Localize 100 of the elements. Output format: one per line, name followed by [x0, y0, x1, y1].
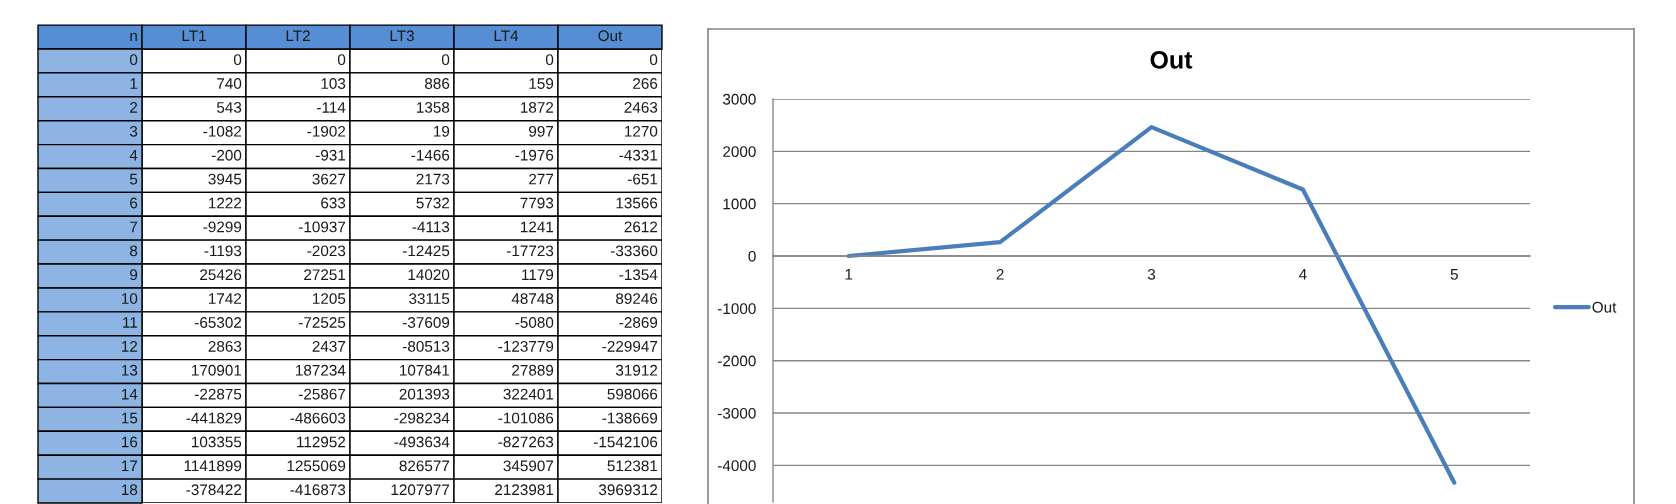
data-label: 1205 [313, 293, 346, 304]
data-label: 89246 [616, 293, 658, 304]
data-label: -138669 [602, 412, 658, 424]
data-label: 14020 [408, 269, 450, 281]
data-label: -4331 [619, 149, 658, 161]
data-label: 740 [217, 78, 242, 89]
data-label: -114 [317, 102, 346, 113]
x-tick-label: 3 [1147, 268, 1156, 280]
data-label: -378422 [186, 484, 242, 496]
data-label: 3627 [312, 173, 346, 185]
data-label: 13566 [616, 197, 658, 209]
data-label: 345907 [503, 460, 554, 472]
data-label: -1976 [515, 149, 554, 161]
data-label: 0 [649, 54, 658, 66]
data-label: 2612 [624, 221, 658, 233]
data-label: -1193 [204, 245, 242, 257]
data-label: 0 [233, 54, 242, 66]
x-tick-label: Out [598, 30, 623, 42]
y-tick-label: 2000 [723, 146, 756, 158]
data-label: -827263 [498, 436, 554, 448]
data-label: 0 [337, 54, 346, 66]
data-label: 33115 [409, 293, 450, 304]
data-label: 2123981 [495, 484, 554, 496]
data-label: -37609 [402, 317, 450, 328]
data-label: 1222 [209, 197, 242, 209]
y-tick-label: 18 [122, 484, 138, 496]
data-label: 633 [321, 197, 346, 209]
data-label: 1179 [522, 269, 554, 281]
data-label: 159 [529, 78, 554, 89]
y-tick-label: -2000 [717, 355, 756, 367]
y-tick-label: -4000 [717, 460, 756, 472]
data-label: 103 [321, 78, 346, 89]
data-label: 1742 [209, 293, 242, 304]
data-label: 826577 [399, 460, 450, 472]
data-label: -229947 [602, 340, 658, 352]
y-tick-label: 10 [122, 293, 138, 304]
data-label: -298234 [394, 412, 450, 424]
x-tick-label: LT3 [390, 30, 414, 42]
y-tick-label: 7 [130, 221, 138, 233]
data-label: 598066 [607, 388, 658, 400]
x-tick-label: 1 [845, 269, 853, 280]
data-label: -9299 [203, 221, 242, 233]
data-label: -33360 [610, 245, 658, 257]
data-label: -5080 [515, 317, 554, 328]
data-label: 0 [545, 54, 554, 66]
data-label: 1270 [625, 125, 658, 137]
y-tick-label: 13 [122, 364, 138, 376]
data-label: 2463 [624, 102, 658, 113]
data-label: -72525 [298, 317, 346, 328]
data-label: 1872 [521, 102, 554, 113]
data-label: -1082 [203, 125, 242, 137]
data-label: -441829 [186, 412, 242, 424]
data-label: -25867 [298, 388, 346, 400]
y-tick-label: 0 [129, 54, 138, 66]
y-tick-label: 1 [130, 78, 138, 89]
y-tick-label: 8 [130, 245, 138, 257]
data-label: 5732 [416, 197, 450, 209]
data-label: -22875 [194, 388, 242, 400]
legend-label: Out [1592, 301, 1617, 313]
data-label: -4113 [412, 221, 450, 233]
y-tick-label: 6 [130, 197, 138, 209]
data-label: 7793 [520, 197, 554, 209]
data-label: 48748 [511, 293, 554, 304]
data-label: -17723 [506, 245, 554, 257]
data-label: 886 [425, 78, 450, 89]
y-tick-label: 14 [122, 388, 138, 400]
y-tick-label: -3000 [717, 407, 756, 419]
data-label: -1542106 [593, 436, 658, 448]
data-label: 266 [633, 78, 658, 89]
y-tick-label: 5 [129, 173, 138, 185]
data-label: -2869 [619, 317, 658, 328]
data-label: -101086 [498, 412, 554, 424]
data-label: -123779 [498, 340, 554, 352]
x-tick-label: 4 [1299, 269, 1307, 280]
y-tick-label: 0 [748, 250, 756, 262]
data-label: 2173 [416, 173, 450, 185]
data-label: 1358 [417, 102, 450, 113]
data-label: -1902 [307, 125, 346, 137]
data-label: -1354 [619, 269, 658, 281]
y-axis-title: n [130, 32, 137, 41]
data-label: -493634 [394, 436, 450, 448]
data-label: 27889 [512, 364, 554, 376]
data-label: -80513 [402, 340, 450, 352]
y-tick-label: 17 [122, 460, 138, 472]
data-label: 543 [216, 102, 242, 113]
data-label: -651 [627, 173, 658, 185]
data-label: 201393 [399, 388, 450, 400]
chart-title: Out [1150, 51, 1193, 69]
data-label: -931 [315, 149, 346, 161]
data-label: 3945 [208, 173, 242, 185]
data-label: -1466 [411, 149, 450, 161]
data-label: 3969312 [598, 484, 658, 496]
data-label: 2863 [208, 340, 242, 352]
y-tick-label: 3 [129, 125, 138, 137]
data-label: 31912 [615, 364, 658, 376]
data-label: -200 [211, 149, 242, 161]
data-label: 1141899 [184, 460, 242, 472]
data-label: 112952 [297, 436, 346, 448]
data-label: 997 [529, 125, 554, 137]
data-label: 1207977 [391, 484, 450, 496]
